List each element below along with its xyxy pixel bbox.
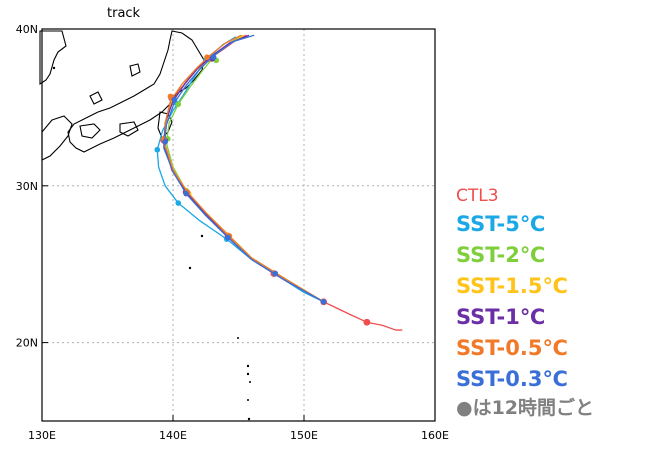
track-series xyxy=(154,36,327,305)
track-series xyxy=(162,34,327,305)
legend-item-sst-2: SST-2℃ xyxy=(456,243,546,267)
interval-note: ●は12時間ごと xyxy=(456,397,595,419)
track-point xyxy=(183,190,189,197)
legend-item-sst-1: SST-1℃ xyxy=(456,305,546,329)
track-line xyxy=(163,34,403,331)
track-point xyxy=(154,146,161,153)
track-line xyxy=(164,34,324,303)
track-point xyxy=(272,270,278,277)
track-series xyxy=(162,34,327,305)
typhoon-tracks xyxy=(154,34,403,331)
grid-lines xyxy=(42,29,435,421)
legend-item-sst-1-5: SST-1.5℃ xyxy=(456,274,568,298)
track-point xyxy=(204,54,210,61)
track-point xyxy=(162,139,168,145)
lon-tick-label: 150E xyxy=(290,429,318,442)
track-point xyxy=(171,96,178,103)
map-frame xyxy=(41,28,436,422)
lat-tick-label: 40N xyxy=(16,23,38,36)
track-point xyxy=(175,200,182,206)
track-line xyxy=(163,34,324,303)
track-line xyxy=(156,36,324,303)
track-point xyxy=(167,93,174,100)
map-title: track xyxy=(107,6,141,21)
axis-ticks: 130E 140E 150E 160E 40N 30N 20N xyxy=(16,23,449,442)
lon-tick-label: 130E xyxy=(28,429,56,442)
lat-tick-label: 30N xyxy=(16,180,38,193)
track-point xyxy=(175,101,182,108)
track-line xyxy=(163,34,324,303)
track-line xyxy=(164,34,324,303)
legend-item-sst-5: SST-5℃ xyxy=(456,212,546,236)
legend: CTL3 SST-5℃ SST-2℃ SST-1.5℃ SST-1℃ SST-0… xyxy=(456,183,568,395)
track-point xyxy=(210,54,217,61)
track-series xyxy=(161,34,327,305)
track-series xyxy=(160,34,403,331)
lon-tick-label: 140E xyxy=(159,429,187,442)
land-coastline xyxy=(39,30,251,421)
legend-item-sst-0-5: SST-0.5℃ xyxy=(456,336,568,360)
legend-item-ctl3: CTL3 xyxy=(456,186,499,206)
lat-tick-label: 20N xyxy=(16,337,38,350)
legend-item-sst-0-3: SST-0.3℃ xyxy=(456,367,568,391)
lon-tick-label: 160E xyxy=(421,429,449,442)
track-point xyxy=(363,318,371,326)
track-point xyxy=(320,299,327,305)
track-series xyxy=(162,34,327,305)
track-point xyxy=(225,234,231,241)
